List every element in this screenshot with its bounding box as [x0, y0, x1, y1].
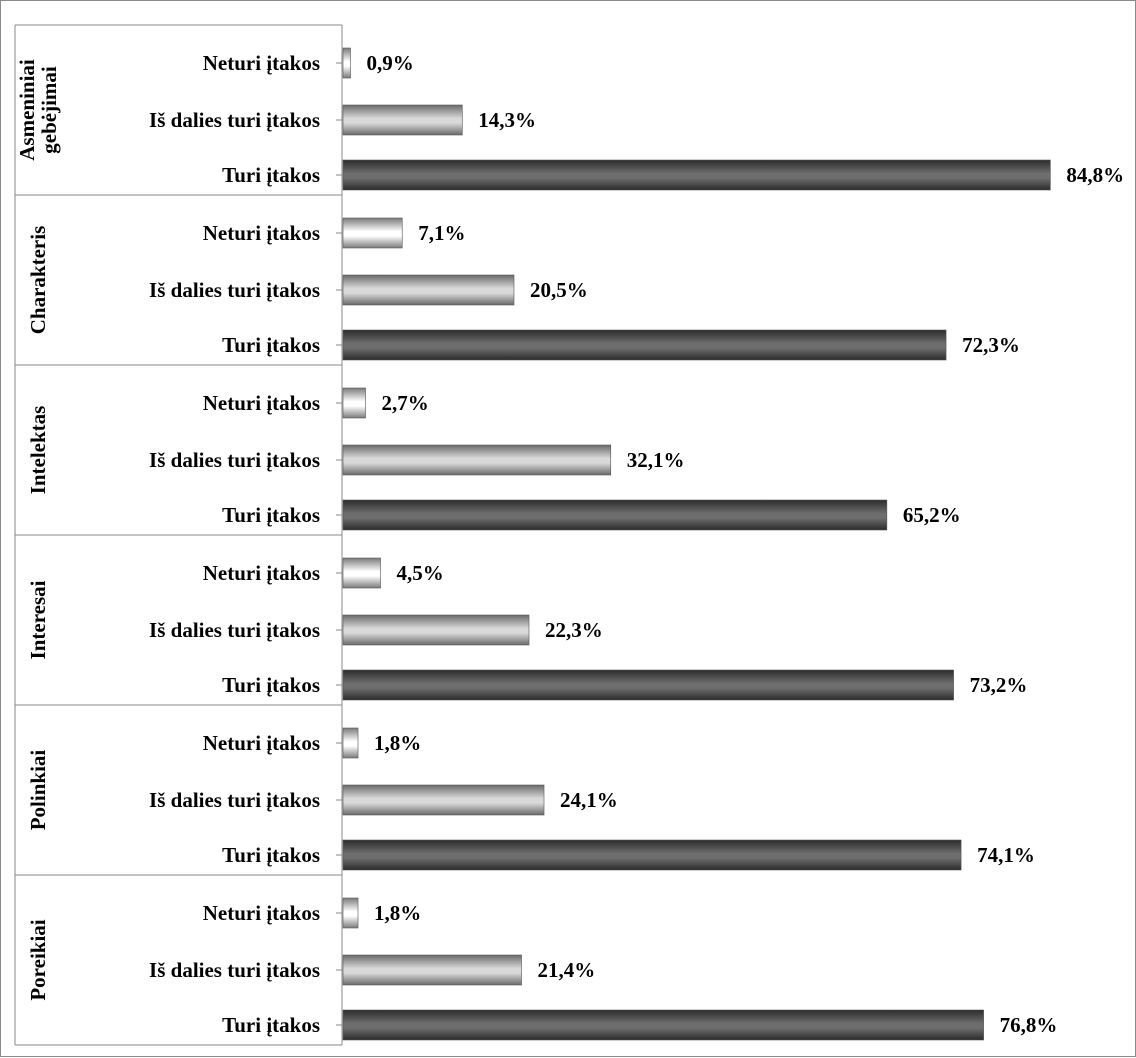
bar	[342, 159, 1051, 191]
bar	[342, 329, 947, 361]
category-label: Turi įtakos	[222, 1013, 320, 1037]
category-label: Turi įtakos	[222, 163, 320, 187]
group-label: Intelektas	[26, 406, 50, 495]
value-label: 32,1%	[627, 448, 685, 472]
bar	[342, 499, 888, 531]
bar	[342, 217, 403, 249]
value-label: 4,5%	[397, 561, 444, 585]
category-label: Turi įtakos	[222, 333, 320, 357]
bars	[342, 47, 1051, 1041]
value-label: 22,3%	[545, 618, 603, 642]
value-label: 24,1%	[560, 788, 618, 812]
bar	[342, 444, 612, 476]
bar	[342, 954, 522, 986]
bar	[342, 274, 515, 306]
bar	[342, 614, 530, 646]
bar	[342, 387, 366, 419]
category-label: Neturi įtakos	[203, 221, 320, 245]
bar	[342, 669, 954, 701]
category-label: Turi įtakos	[222, 503, 320, 527]
value-label: 1,8%	[374, 731, 421, 755]
category-label: Neturi įtakos	[203, 561, 320, 585]
group-label: Interesai	[26, 580, 50, 659]
value-label: 74,1%	[977, 843, 1035, 867]
value-label: 65,2%	[903, 503, 961, 527]
category-label: Neturi įtakos	[203, 391, 320, 415]
bar	[342, 47, 351, 79]
value-label: 76,8%	[1000, 1013, 1058, 1037]
group-label: Poreikiai	[26, 919, 50, 1000]
value-labels: 0,9% 14,3% 84,8% 7,1% 20,5% 72,3% 2,7% 32,1% 65,…	[367, 51, 1125, 1037]
value-label: 20,5%	[530, 278, 588, 302]
bar	[342, 1009, 984, 1041]
value-label: 73,2%	[970, 673, 1028, 697]
category-label: Turi įtakos	[222, 673, 320, 697]
bar	[342, 784, 545, 816]
value-label: 72,3%	[962, 333, 1020, 357]
value-label: 2,7%	[382, 391, 429, 415]
value-label: 1,8%	[374, 901, 421, 925]
category-label: Turi įtakos	[222, 843, 320, 867]
value-label: 14,3%	[478, 108, 536, 132]
group-labels: Asmeniniaigebėjimai Charakteris Intelektas…	[15, 59, 61, 1001]
group-label: Polinkiai	[26, 750, 50, 831]
group-label: Charakteris	[26, 226, 50, 335]
value-label: 21,4%	[538, 958, 596, 982]
category-label: Neturi įtakos	[203, 901, 320, 925]
bar	[342, 897, 359, 929]
group-grid	[14, 24, 343, 1046]
value-label: 7,1%	[418, 221, 465, 245]
bar	[342, 727, 359, 759]
bar	[342, 839, 962, 871]
category-label: Iš dalies turi įtakos	[149, 108, 320, 132]
value-label: 84,8%	[1066, 163, 1124, 187]
category-label: Iš dalies turi įtakos	[149, 278, 320, 302]
category-label: Iš dalies turi įtakos	[149, 448, 320, 472]
value-label: 0,9%	[367, 51, 414, 75]
category-label: Neturi įtakos	[203, 51, 320, 75]
group-label: Asmeniniaigebėjimai	[15, 59, 61, 161]
category-label: Iš dalies turi įtakos	[149, 618, 320, 642]
category-label: Iš dalies turi įtakos	[149, 788, 320, 812]
category-label: Iš dalies turi įtakos	[149, 958, 320, 982]
bar	[342, 104, 463, 136]
bar	[342, 557, 381, 589]
category-labels: Neturi įtakos Iš dalies turi įtakos Turi į…	[149, 51, 320, 1037]
category-label: Neturi įtakos	[203, 731, 320, 755]
